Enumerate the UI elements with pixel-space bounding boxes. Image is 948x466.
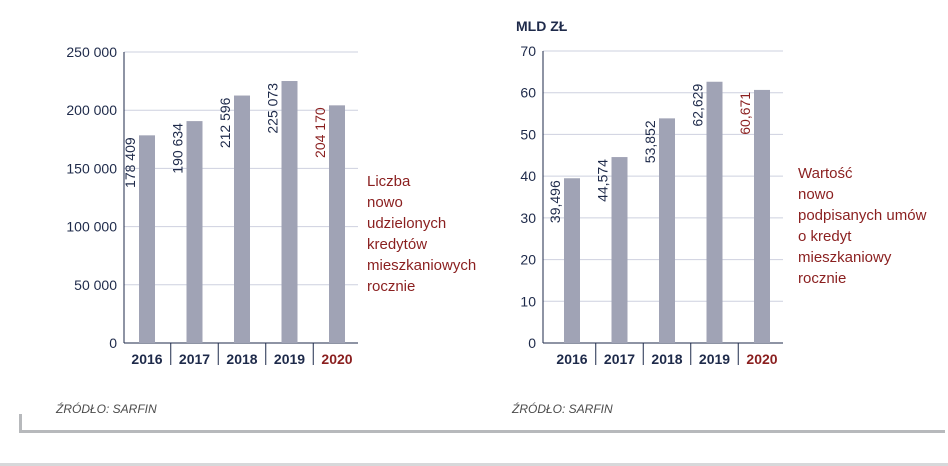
left-bar xyxy=(234,95,250,343)
left-data-label: 225 073 xyxy=(265,83,281,134)
right-data-label: 39,496 xyxy=(547,180,563,223)
left-bars xyxy=(139,81,345,344)
right-data-labels: 39,496 44,574 53,852 62,629 60,671 xyxy=(547,84,753,224)
left-side-label-line: kredytów xyxy=(367,236,427,253)
bottom-rule xyxy=(0,463,948,466)
left-data-label: 212 596 xyxy=(217,97,233,148)
right-y-tick-label: 50 xyxy=(520,126,536,142)
left-x-tick-label: 2019 xyxy=(274,351,305,367)
right-y-tick-labels: 0 10 20 30 40 50 60 70 xyxy=(520,43,536,351)
right-side-label-line: mieszkaniowy xyxy=(798,249,892,266)
right-bars xyxy=(564,81,770,344)
left-side-label-line: mieszkaniowych xyxy=(367,257,476,274)
right-unit-label: MLD ZŁ xyxy=(516,18,568,34)
right-x-tick-label: 2016 xyxy=(556,351,587,367)
left-x-tick-labels: 2016 2017 2018 2019 2020 xyxy=(131,351,352,367)
left-x-tick-label: 2020 xyxy=(321,351,352,367)
frame-left-edge xyxy=(19,414,22,433)
left-side-label-line: nowo xyxy=(367,194,403,211)
left-y-tick-label: 200 000 xyxy=(66,102,117,118)
left-y-tick-label: 150 000 xyxy=(66,160,117,176)
left-bar xyxy=(329,105,345,343)
left-y-tick-label: 0 xyxy=(109,335,117,351)
left-data-label: 178 409 xyxy=(122,137,138,188)
left-side-label: Liczba nowo udzielonych kredytów mieszkaniow… xyxy=(367,173,476,295)
left-x-tick-label: 2018 xyxy=(226,351,257,367)
left-side-label-line: udzielonych xyxy=(367,215,446,232)
right-data-label: 62,629 xyxy=(690,84,706,127)
right-side-label-line: nowo xyxy=(798,186,834,203)
left-y-tick-labels: 0 50 000 100 000 150 000 200 000 250 000 xyxy=(66,44,117,351)
right-side-label-line: rocznie xyxy=(798,270,846,287)
left-x-tick-label: 2017 xyxy=(179,351,210,367)
right-y-tick-label: 60 xyxy=(520,85,536,101)
left-y-tick-label: 250 000 xyxy=(66,44,117,60)
left-bar xyxy=(139,135,155,343)
right-x-tick-label: 2019 xyxy=(699,351,730,367)
right-bar xyxy=(659,118,675,343)
left-bar xyxy=(281,81,298,344)
right-x-tick-label: 2020 xyxy=(746,351,777,367)
right-side-label-line: Wartość xyxy=(798,165,853,182)
right-y-tick-label: 20 xyxy=(520,252,536,268)
left-y-tick-label: 50 000 xyxy=(74,277,117,293)
right-bar xyxy=(754,89,770,344)
right-side-label-line: o kredyt xyxy=(798,228,852,245)
left-data-labels: 178 409 190 634 212 596 225 073 204 170 xyxy=(122,83,328,188)
right-data-label: 44,574 xyxy=(595,159,611,202)
right-y-tick-label: 70 xyxy=(520,43,536,59)
right-x-tick-label: 2017 xyxy=(604,351,635,367)
source-left: ŹRÓDŁO: SARFIN xyxy=(56,402,157,416)
right-side-label-line: podpisanych umów xyxy=(798,207,927,224)
right-side-label: Wartość nowo podpisanych umów o kredyt miesz… xyxy=(798,165,927,287)
left-x-tick-label: 2016 xyxy=(131,351,162,367)
source-right: ŹRÓDŁO: SARFIN xyxy=(512,402,613,416)
left-bar xyxy=(186,121,203,343)
left-data-label: 190 634 xyxy=(170,123,186,174)
right-data-label: 60,671 xyxy=(737,92,753,135)
left-y-tick-label: 100 000 xyxy=(66,219,117,235)
right-y-tick-label: 10 xyxy=(520,293,536,309)
right-bar xyxy=(706,81,723,344)
right-bar xyxy=(564,178,580,343)
right-x-tick-labels: 2016 2017 2018 2019 2020 xyxy=(556,351,777,367)
right-data-label: 53,852 xyxy=(642,120,658,163)
left-side-label-line: rocznie xyxy=(367,278,415,295)
frame-bottom-edge xyxy=(19,430,945,433)
left-side-label-line: Liczba xyxy=(367,173,411,190)
right-y-tick-label: 30 xyxy=(520,210,536,226)
left-data-label: 204 170 xyxy=(312,107,328,158)
right-bar xyxy=(611,157,628,343)
right-y-tick-label: 40 xyxy=(520,168,536,184)
right-y-tick-label: 0 xyxy=(528,335,536,351)
right-x-tick-label: 2018 xyxy=(651,351,682,367)
